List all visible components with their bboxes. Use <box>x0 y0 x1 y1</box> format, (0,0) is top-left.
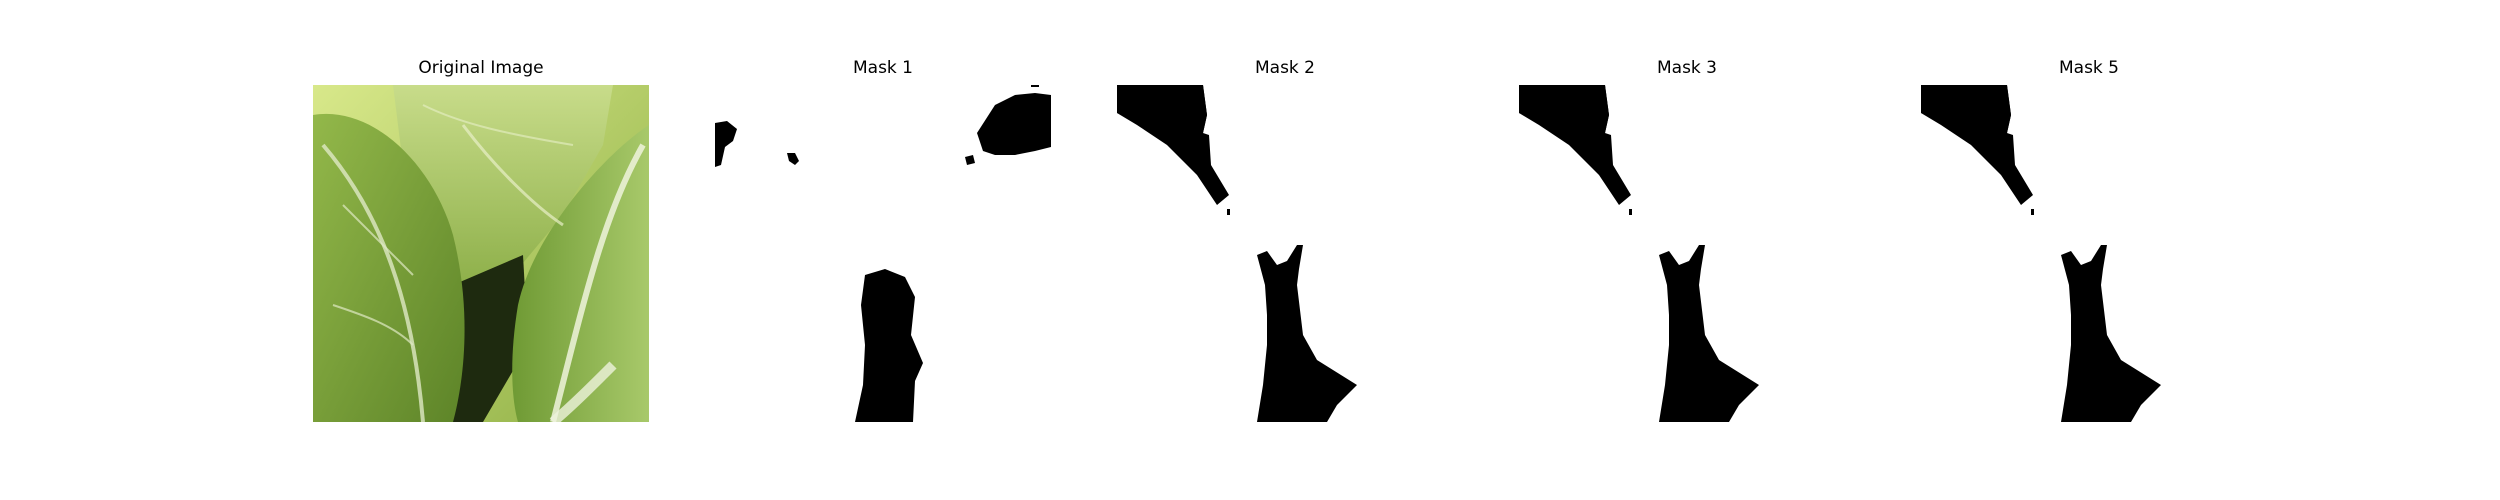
leaf-shadow <box>453 255 528 422</box>
panel-title-original: Original Image <box>418 58 544 78</box>
mask-3-image <box>1519 85 1855 422</box>
leaf-vein-right <box>550 143 646 422</box>
panel-title-mask-3: Mask 3 <box>1656 58 1717 78</box>
mask-2-image <box>1117 85 1453 422</box>
mask-2-panel <box>1117 85 1453 422</box>
panel-title-mask-2: Mask 2 <box>1254 58 1315 78</box>
leaf-vein-left <box>321 143 425 422</box>
mask-1-panel <box>715 85 1051 422</box>
mask-3-panel <box>1519 85 1855 422</box>
mask-5-panel <box>1921 85 2257 422</box>
leaf-left <box>313 113 465 422</box>
panel-title-mask-5: Mask 5 <box>2058 58 2119 78</box>
mask-1-image <box>715 85 1051 422</box>
mask-5-image <box>1921 85 2257 422</box>
panel-title-mask-1: Mask 1 <box>852 58 913 78</box>
original-image-panel <box>313 85 649 422</box>
cabbage-photo <box>313 85 649 422</box>
